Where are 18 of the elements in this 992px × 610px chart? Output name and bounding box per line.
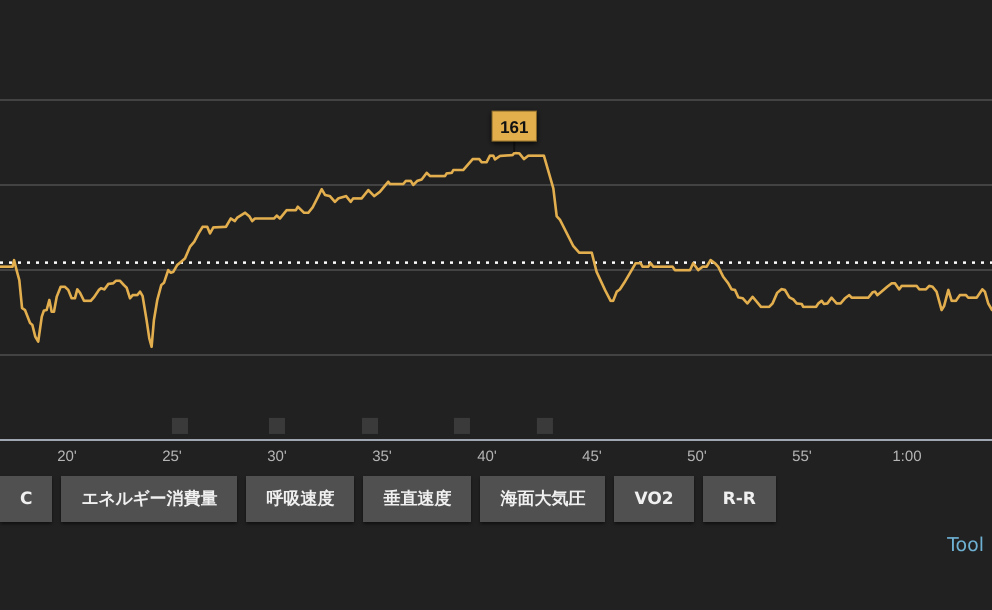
x-tick-label: 20': [57, 448, 77, 465]
button: 海面大気圧: [480, 476, 606, 522]
button: エネルギー消費量: [61, 476, 238, 522]
button: R-R: [702, 476, 776, 522]
x-tick-label: 45': [582, 448, 602, 465]
button: C: [0, 476, 52, 522]
x-tick-label: 25': [162, 448, 182, 465]
x-tick-label: 40': [477, 448, 497, 465]
annotation: 161: [500, 118, 528, 138]
x-tick-label: 30': [267, 448, 287, 465]
button: 垂直速度: [363, 476, 472, 522]
x-tick-label: 1:00: [892, 448, 922, 465]
button: 呼吸速度: [246, 476, 354, 522]
button: VO2: [614, 476, 694, 522]
x-tick-label: 55': [792, 448, 812, 465]
link: Tool: [947, 534, 984, 556]
x-tick-label: 35': [372, 448, 392, 465]
x-tick-label: 50': [687, 448, 707, 465]
